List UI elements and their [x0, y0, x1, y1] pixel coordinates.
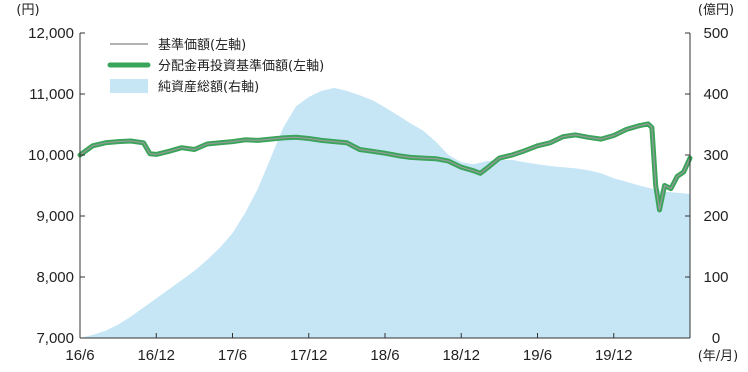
left-axis-unit: (円) [16, 3, 39, 18]
x-axis-unit: (年/月) [698, 349, 739, 364]
x-tick-label: 19/6 [523, 347, 552, 364]
right-tick-label: 200 [703, 208, 728, 225]
left-tick-label: 8,000 [36, 269, 74, 286]
right-axis-unit: (億円) [698, 2, 734, 18]
left-tick-label: 7,000 [36, 330, 74, 347]
left-tick-label: 12,000 [28, 25, 74, 42]
x-tick-label: 18/6 [370, 347, 399, 364]
right-tick-label: 100 [703, 269, 728, 286]
right-tick-label: 400 [703, 86, 728, 103]
right-tick-label: 300 [703, 147, 728, 164]
legend-nav-label: 基準価額(左軸) [158, 37, 246, 53]
legend: 基準価額(左軸) 分配金再投資基準価額(左軸) 純資産総額(右軸) [107, 37, 324, 95]
x-tick-label: 16/6 [65, 347, 94, 364]
nav-line [79, 123, 691, 211]
x-tick-label: 19/12 [595, 347, 633, 364]
legend-reinvested-label: 分配金再投資基準価額(左軸) [158, 58, 324, 74]
right-tick-label: 500 [703, 25, 728, 42]
axis-layer: 7,000 8,000 9,000 10,000 11,000 12,000 0 100 200… [16, 2, 738, 364]
x-tick-label: 17/12 [290, 347, 328, 364]
line-layer [77, 121, 693, 213]
area-layer [80, 87, 690, 339]
legend-assets-label: 純資産総額(右軸) [158, 79, 259, 95]
left-tick-label: 11,000 [29, 86, 74, 103]
legend-assets-swatch [110, 79, 148, 93]
left-tick-label: 10,000 [28, 147, 74, 164]
right-tick-label: 0 [712, 330, 720, 347]
net-assets-area [80, 87, 690, 339]
x-tick-label: 17/6 [218, 347, 247, 364]
x-tick-label: 16/12 [137, 347, 175, 364]
left-tick-label: 9,000 [36, 208, 74, 225]
x-tick-label: 18/12 [442, 347, 480, 364]
